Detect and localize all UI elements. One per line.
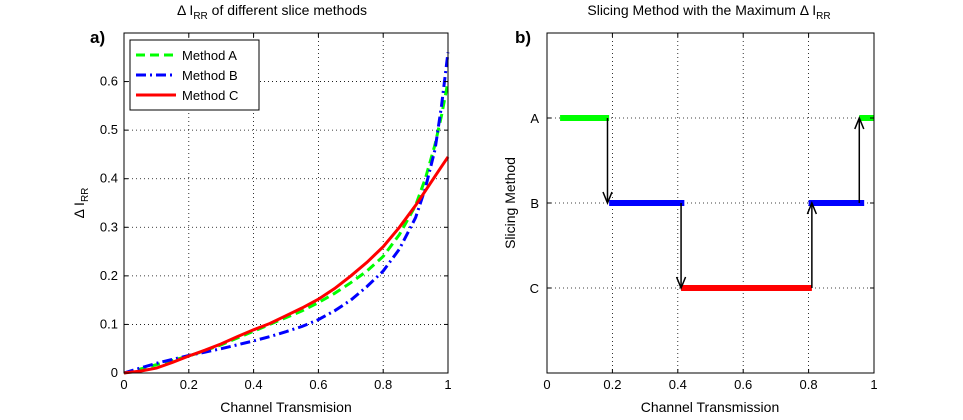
legend-label: Method A	[182, 48, 237, 63]
panel-b-title-sub: RR	[816, 11, 830, 22]
transition-arrow-head	[675, 276, 687, 290]
panel-a-xlabel: Channel Transmision	[220, 399, 352, 415]
panel-b-ytick-label: A	[530, 111, 539, 126]
panel-a-axes-box	[123, 32, 449, 374]
panel-a-ticks: 0 0.2 0.4 0.6 0.8 1 0 0.1 0.2 0.3 0.4 0.5 0.6	[100, 33, 452, 392]
panel-a-ylabel-sub: RR	[80, 188, 91, 202]
panel-a: a) Δ IRR of different slice methods 0 0.2…	[71, 2, 452, 415]
panel-a-ytick-label: 0.3	[100, 219, 118, 234]
transition-arrow-head	[602, 191, 613, 205]
panel-a-ytick-label: 0	[111, 365, 118, 380]
panel-a-ytick-label: 0.2	[100, 268, 118, 283]
transition-arrow-head	[806, 201, 818, 215]
panel-b-ylabel: Slicing Method	[502, 157, 518, 249]
panel-a-label: a)	[90, 28, 105, 47]
panel-a-xtick-label: 0	[120, 377, 127, 392]
panel-b-ticks: 0 0.2 0.4 0.6 0.8 1 A B C	[530, 33, 878, 392]
panel-b-xlabel: Channel Transmission	[641, 399, 780, 415]
legend-label: Method B	[182, 68, 238, 83]
panel-a-title-tail: of different slice methods	[208, 2, 367, 18]
panel-a-xtick-label: 0.2	[180, 377, 198, 392]
panel-a-xtick-label: 0.6	[309, 377, 327, 392]
panel-a-ylabel: Δ IRR	[71, 188, 91, 219]
panel-b: b) Slicing Method with the Maximum Δ IRR…	[502, 2, 878, 415]
panel-b-ytick-label: B	[530, 196, 539, 211]
panel-b-xtick-label: 0	[543, 377, 550, 392]
panel-b-transitions	[602, 116, 865, 290]
panel-b-xtick-label: 0.2	[603, 377, 621, 392]
panel-b-xtick-label: 1	[870, 377, 877, 392]
panel-a-ytick-label: 0.4	[100, 171, 118, 186]
panel-a-lines	[123, 52, 450, 375]
panel-a-title: Δ IRR of different slice methods	[177, 2, 367, 22]
panel-a-ytick-label: 0.5	[100, 122, 118, 137]
panel-a-title-main: Δ I	[177, 2, 193, 18]
transition-arrow-head	[854, 116, 865, 130]
panel-a-xtick-label: 0.8	[374, 377, 392, 392]
series-line-method-c	[123, 156, 450, 375]
panel-b-label: b)	[515, 28, 531, 47]
panel-b-xtick-label: 0.8	[800, 377, 818, 392]
panel-b-xtick-label: 0.4	[669, 377, 687, 392]
panel-a-xtick-label: 1	[444, 377, 451, 392]
panel-b-title: Slicing Method with the Maximum Δ IRR	[587, 2, 830, 22]
panel-a-title-sub: RR	[193, 11, 207, 22]
panel-b-ytick-label: C	[530, 281, 539, 296]
panel-b-xtick-label: 0.6	[734, 377, 752, 392]
panel-a-legend: Method A Method B Method C	[129, 39, 260, 111]
panel-a-ytick-label: 0.6	[100, 74, 118, 89]
panel-a-ylabel-main: Δ I	[71, 202, 87, 218]
panel-a-xtick-label: 0.4	[245, 377, 263, 392]
panel-b-title-main: Slicing Method with the Maximum Δ I	[587, 2, 816, 18]
legend-label: Method C	[182, 88, 238, 103]
panel-a-ytick-label: 0.1	[100, 316, 118, 331]
